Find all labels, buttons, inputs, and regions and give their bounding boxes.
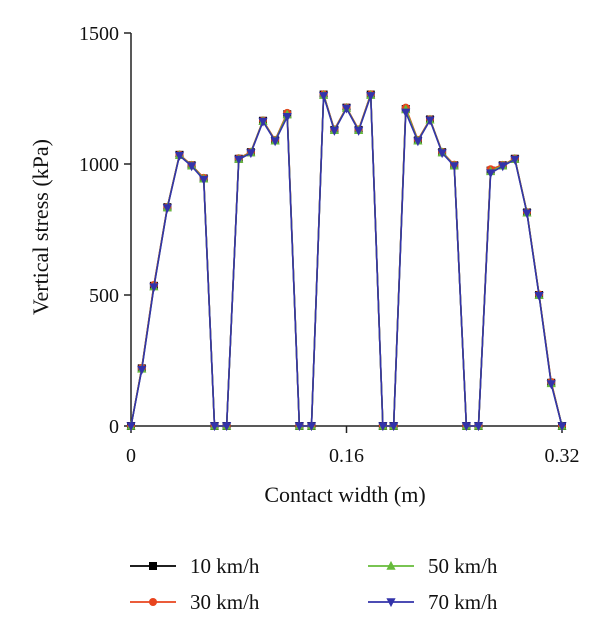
data-point: [209, 422, 220, 432]
legend-label: 50 km/h: [428, 554, 498, 578]
data-point: [126, 422, 136, 432]
axis-ticks: 0 500 1000 1500 0 0.16 0.32: [79, 23, 580, 467]
data-point: [149, 283, 159, 293]
series-line: [130, 94, 563, 427]
data-point: [354, 126, 364, 136]
series-line: [130, 94, 563, 427]
x-tick-label: 0: [126, 445, 136, 467]
series-4: [126, 92, 567, 432]
data-point: [270, 137, 280, 147]
y-tick-label: 500: [89, 285, 119, 307]
y-tick-label: 1000: [79, 154, 119, 176]
data-point: [341, 104, 352, 114]
data-point: [437, 149, 447, 159]
axes: [130, 33, 562, 427]
legend-item-3: 50 km/h: [368, 554, 498, 578]
data-point: [234, 155, 244, 165]
legend-item-2: 30 km/h: [130, 590, 260, 614]
data-point: [319, 92, 329, 101]
data-point: [222, 422, 232, 432]
series-2: [127, 90, 566, 430]
data-point: [498, 162, 508, 172]
data-point: [557, 422, 567, 432]
legend: 10 km/h 30 km/h 50 km/h 70 km/h: [130, 554, 498, 614]
data-point: [401, 108, 411, 118]
series-line: [130, 94, 563, 427]
legend-label: 70 km/h: [428, 590, 498, 614]
data-point: [162, 204, 172, 214]
x-tick-label: 0.32: [545, 445, 580, 467]
legend-item-1: 10 km/h: [130, 554, 260, 578]
legend-item-4: 70 km/h: [368, 590, 498, 614]
data-point: [534, 291, 544, 301]
legend-marker: [149, 598, 157, 606]
legend-marker: [386, 598, 396, 608]
legend-label: 30 km/h: [190, 590, 260, 614]
data-point: [199, 175, 209, 185]
legend-label: 10 km/h: [190, 554, 260, 578]
data-point: [510, 155, 520, 165]
y-axis-title: Vertical stress (kPa): [28, 139, 53, 315]
data-point: [137, 365, 147, 375]
series-line: [130, 95, 563, 427]
y-tick-label: 0: [109, 416, 119, 438]
series-3: [126, 89, 567, 430]
y-tick-label: 1500: [79, 23, 119, 45]
data-point: [473, 422, 484, 432]
x-tick-label: 0.16: [329, 445, 364, 467]
x-axis-title: Contact width (m): [264, 482, 425, 507]
legend-marker: [386, 560, 396, 570]
data-point: [174, 151, 185, 161]
series-layer: [126, 89, 567, 432]
legend-marker: [149, 562, 157, 570]
data-point: [425, 116, 435, 126]
data-point: [413, 137, 423, 147]
series-1: [127, 90, 566, 430]
data-point: [306, 422, 317, 432]
data-point: [461, 422, 471, 432]
data-point: [329, 126, 339, 136]
data-point: [378, 422, 388, 432]
data-point: [486, 169, 496, 179]
data-point: [258, 117, 268, 127]
data-point: [546, 380, 556, 390]
data-point: [522, 209, 532, 219]
data-point: [294, 422, 304, 432]
data-point: [366, 92, 376, 101]
data-point: [246, 149, 256, 159]
data-point: [282, 113, 292, 122]
data-point: [449, 162, 459, 172]
data-point: [389, 422, 399, 432]
data-point: [187, 162, 197, 172]
